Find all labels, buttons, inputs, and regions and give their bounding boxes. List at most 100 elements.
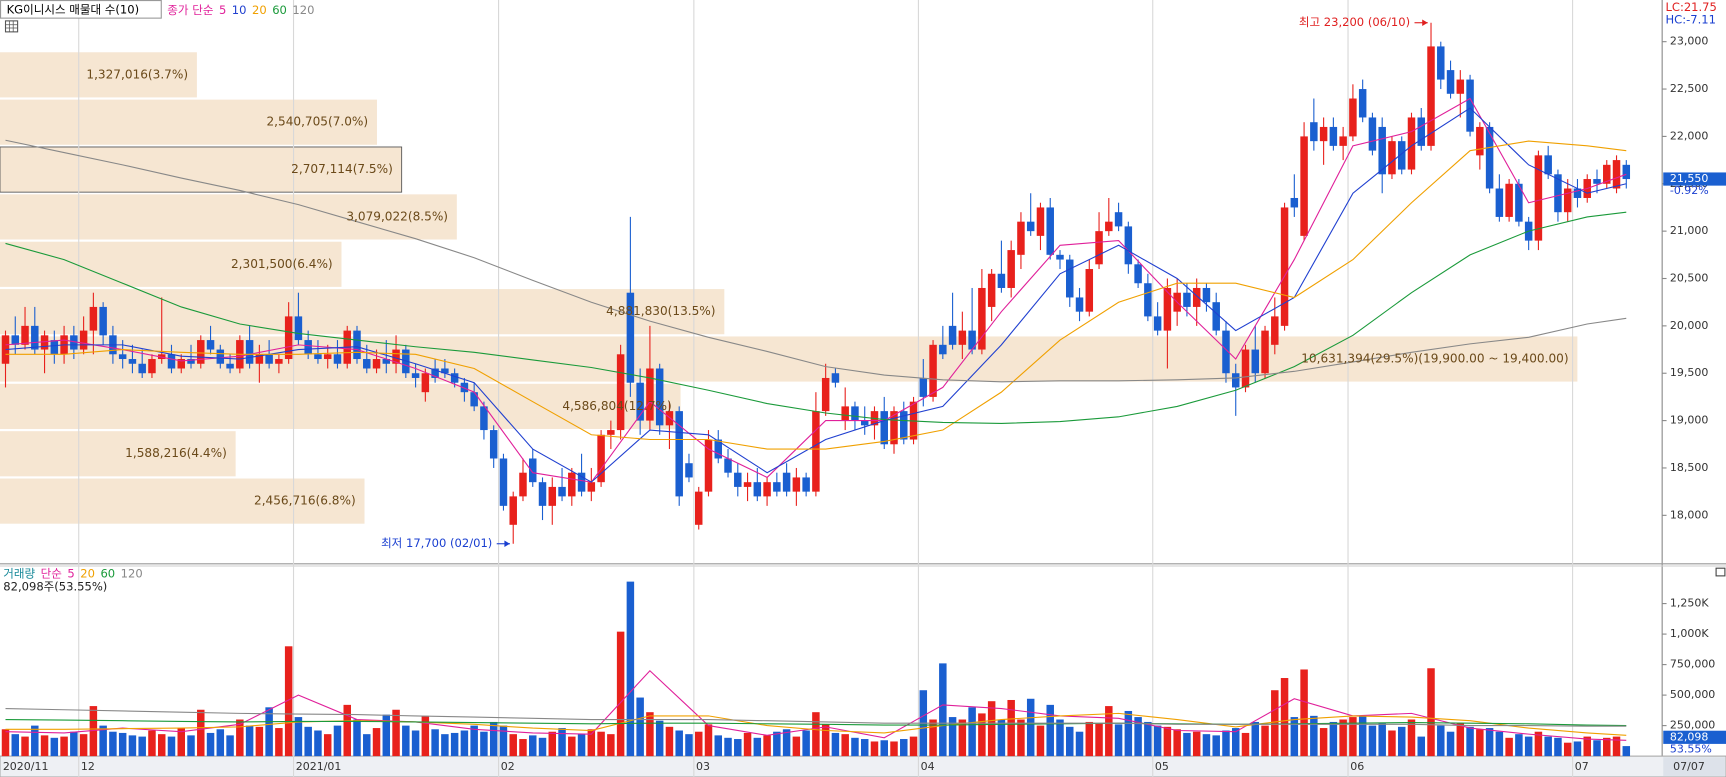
- x-tick-label: 05: [1155, 760, 1169, 773]
- volume-bar: [167, 736, 176, 757]
- candle-body: [167, 354, 176, 369]
- volume-bar: [1388, 730, 1396, 757]
- candle-body: [499, 458, 508, 506]
- volume-profile-label: 10,631,394(29.5%)(19,900.00 ~ 19,400.00): [1301, 352, 1568, 366]
- volume-bar: [382, 714, 391, 757]
- candle-body: [1056, 254, 1064, 260]
- volume-bar: [1476, 729, 1484, 757]
- candle-body: [1515, 183, 1523, 222]
- volume-bar: [1407, 719, 1416, 757]
- candle-body: [1231, 373, 1240, 388]
- volume-bar: [1583, 736, 1591, 757]
- title-box[interactable]: [0, 0, 162, 19]
- volume-bar: [109, 731, 117, 757]
- volume-bar: [187, 735, 195, 757]
- candle-body: [1075, 297, 1084, 312]
- candle-body: [1485, 126, 1494, 189]
- annotation-arrowhead: [1422, 19, 1428, 27]
- candle-body: [1358, 89, 1367, 118]
- volume-bar: [1183, 732, 1191, 757]
- legend-entry: 5: [219, 2, 226, 16]
- candle-body: [1251, 349, 1260, 374]
- candle-body: [128, 359, 137, 364]
- volume-bar: [1397, 726, 1406, 757]
- candle-body: [1212, 302, 1220, 331]
- ma-line: [5, 669, 1627, 741]
- x-tick-label: 2020/11: [3, 760, 49, 773]
- volume-bar: [1300, 669, 1308, 757]
- candle-body: [724, 458, 732, 473]
- volume-bar: [1358, 715, 1367, 757]
- candle-body: [792, 477, 801, 492]
- candle-body: [1319, 126, 1328, 142]
- volume-bar: [1349, 717, 1357, 757]
- volume-bar: [499, 725, 508, 757]
- volume-bar: [978, 713, 986, 757]
- candle-body: [1534, 155, 1543, 241]
- volume-profile-label: 2,540,705(7.0%): [266, 115, 368, 129]
- volume-profile-band: [0, 146, 403, 193]
- candle-body: [538, 482, 547, 506]
- y-tick-label: 22,500: [1670, 82, 1708, 95]
- volume-profile-label: 1,588,216(4.4%): [125, 446, 227, 460]
- volume-bar: [431, 729, 439, 757]
- volume-ratio-label: 53.55%: [1670, 742, 1712, 755]
- volume-bar: [821, 724, 830, 757]
- y-tick-label: 23,000: [1670, 35, 1708, 48]
- candle-body: [431, 368, 439, 378]
- candle-body: [21, 325, 29, 345]
- volume-bar: [1095, 723, 1103, 757]
- volume-bar: [509, 734, 517, 757]
- volume-bar: [99, 725, 107, 757]
- volume-tick-label: 1,250K: [1670, 597, 1709, 610]
- volume-bar: [626, 581, 635, 757]
- volume-bar: [939, 663, 947, 757]
- volume-bar: [812, 712, 820, 757]
- x-tick-label: 04: [921, 760, 935, 773]
- volume-bar: [997, 719, 1006, 757]
- volume-bar: [343, 704, 351, 757]
- x-tick-label: 07: [1575, 760, 1589, 773]
- y-tick-label: 20,500: [1670, 272, 1708, 285]
- candle-body: [245, 340, 254, 364]
- volume-bar: [1319, 728, 1328, 757]
- volume-bar: [1017, 719, 1025, 757]
- volume-profile-band: [0, 241, 342, 287]
- volume-bar: [1251, 721, 1260, 757]
- volume-bar: [1075, 731, 1084, 757]
- candle-body: [821, 377, 830, 412]
- volume-bar: [1036, 725, 1045, 757]
- candle-body: [323, 354, 332, 360]
- volume-bar: [216, 729, 225, 757]
- volume-bar: [948, 717, 957, 757]
- volume-bar: [1134, 717, 1142, 757]
- volume-bar: [421, 715, 430, 757]
- candle-body: [782, 472, 791, 492]
- candle-body: [929, 344, 937, 397]
- volume-profile-label: 3,079,022(8.5%): [346, 209, 448, 223]
- panel-toggle[interactable]: [1715, 567, 1726, 577]
- legend-entry: 120: [292, 2, 314, 16]
- volume-bar: [831, 732, 840, 757]
- candle-body: [1163, 287, 1172, 331]
- volume-bar: [79, 734, 88, 757]
- volume-bar: [392, 709, 400, 757]
- candle-body: [450, 373, 459, 383]
- volume-bar: [1329, 721, 1338, 757]
- volume-bar: [685, 734, 693, 757]
- volume-bar: [11, 734, 20, 757]
- candle-body: [607, 430, 615, 435]
- candle-body: [587, 482, 596, 492]
- volume-bar: [704, 724, 713, 757]
- candle-body: [997, 273, 1006, 288]
- volume-profile-band: [0, 99, 377, 145]
- grid-icon[interactable]: [4, 20, 19, 33]
- candle-body: [489, 430, 498, 459]
- volume-bar: [773, 731, 781, 757]
- volume-bar: [323, 734, 332, 757]
- volume-bar: [1066, 726, 1074, 757]
- candle-body: [1290, 197, 1299, 208]
- legend-entry: 60: [100, 566, 115, 580]
- volume-bar: [441, 734, 449, 757]
